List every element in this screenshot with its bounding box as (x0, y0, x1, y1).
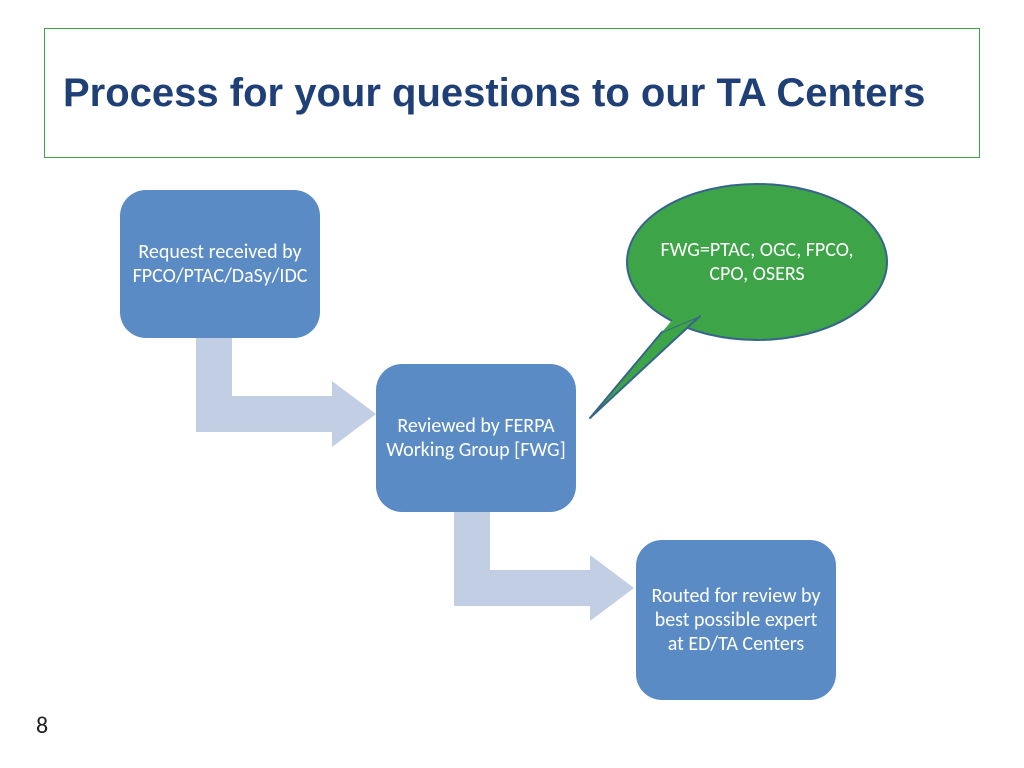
slide-title-box: Process for your questions to our TA Cen… (44, 28, 980, 158)
flow-node-reviewed-by-fwg: Reviewed by FERPA Working Group [FWG] (376, 364, 576, 512)
flow-node-label: Request received by FPCO/PTAC/DaSy/IDC (130, 240, 310, 288)
slide-title: Process for your questions to our TA Cen… (63, 70, 925, 116)
page-number: 8 (36, 711, 48, 740)
flow-node-label: Routed for review by best possible exper… (646, 584, 826, 656)
flow-node-request-received: Request received by FPCO/PTAC/DaSy/IDC (120, 190, 320, 338)
flow-node-routed-for-review: Routed for review by best possible exper… (636, 540, 836, 700)
flow-node-label: Reviewed by FERPA Working Group [FWG] (386, 414, 566, 462)
fwg-callout-text: FWG=PTAC, OGC, FPCO, CPO, OSERS (651, 238, 863, 286)
fwg-callout: FWG=PTAC, OGC, FPCO, CPO, OSERS (627, 184, 887, 340)
